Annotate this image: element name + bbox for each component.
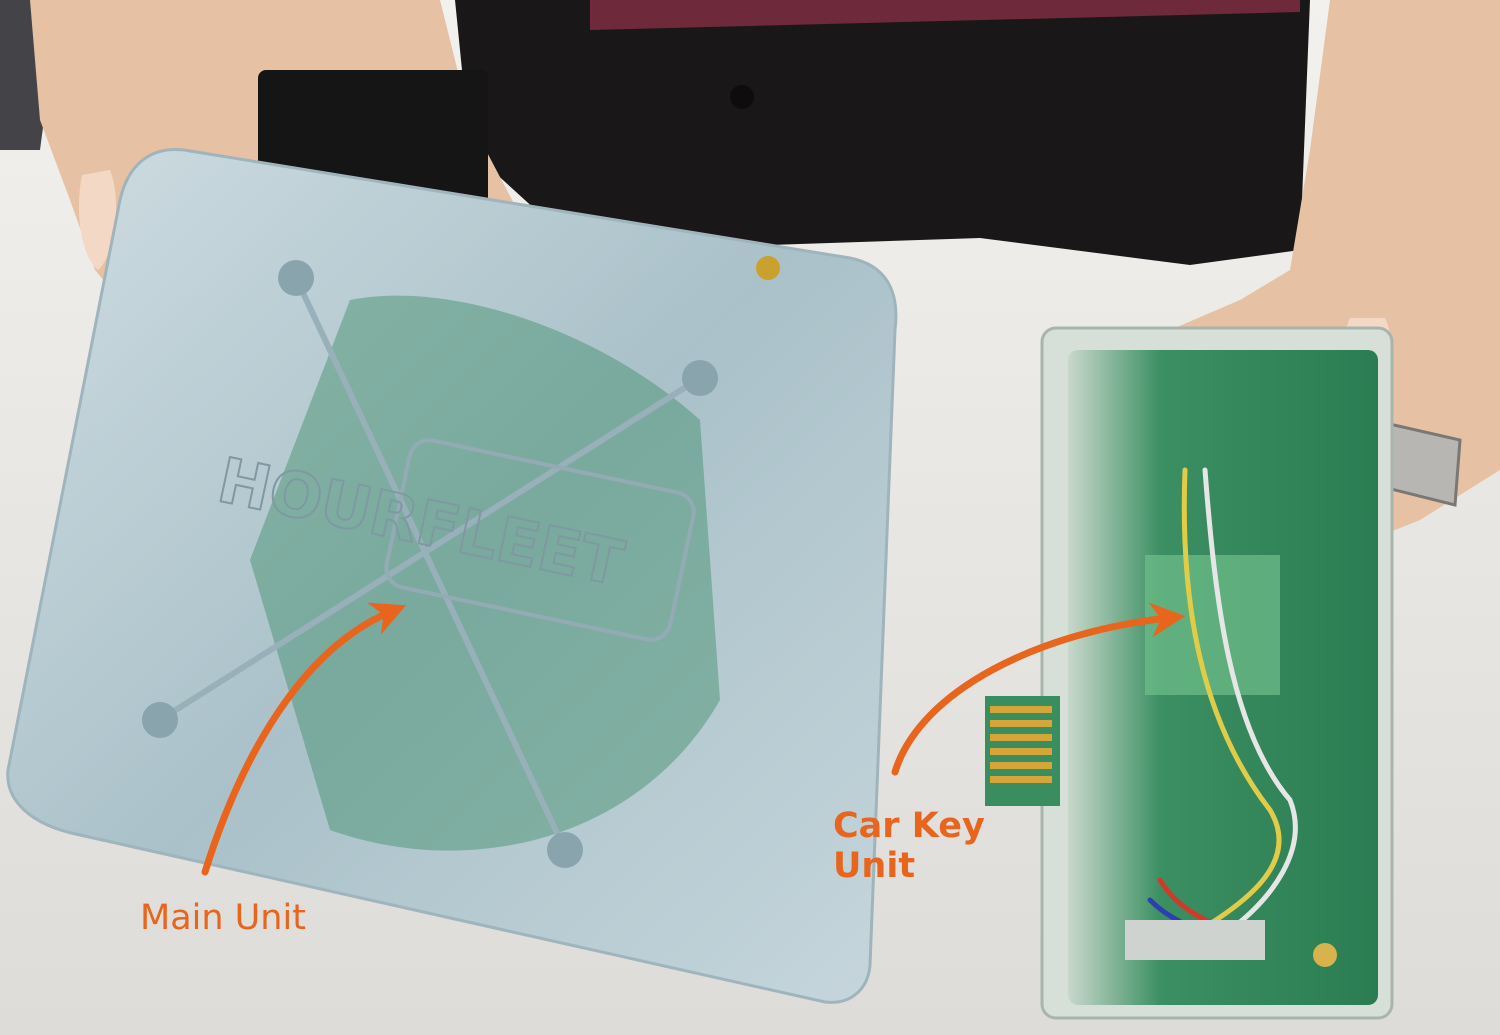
main-unit: HOURFLEET (6, 70, 898, 1004)
car-key-unit-arrow (891, 602, 1186, 776)
jeans-button (730, 85, 754, 109)
main-unit-label: Main Unit (140, 898, 306, 938)
car-key-unit-label-line2: Unit (833, 846, 916, 887)
pcb-chip-area (1145, 555, 1280, 695)
antenna-connector (756, 256, 780, 280)
dark-clothing (455, 0, 1310, 265)
left-thumbnail (78, 170, 117, 270)
car-key-unit (985, 326, 1394, 1020)
gold-contacts (990, 706, 1052, 783)
car-key-unit-label: Car Key Unit (833, 806, 985, 887)
shirt (590, 0, 1300, 30)
car-key-unit-label-line1: Car Key (833, 806, 985, 846)
main-unit-arrow (201, 602, 407, 876)
wire-connector (1125, 920, 1265, 960)
